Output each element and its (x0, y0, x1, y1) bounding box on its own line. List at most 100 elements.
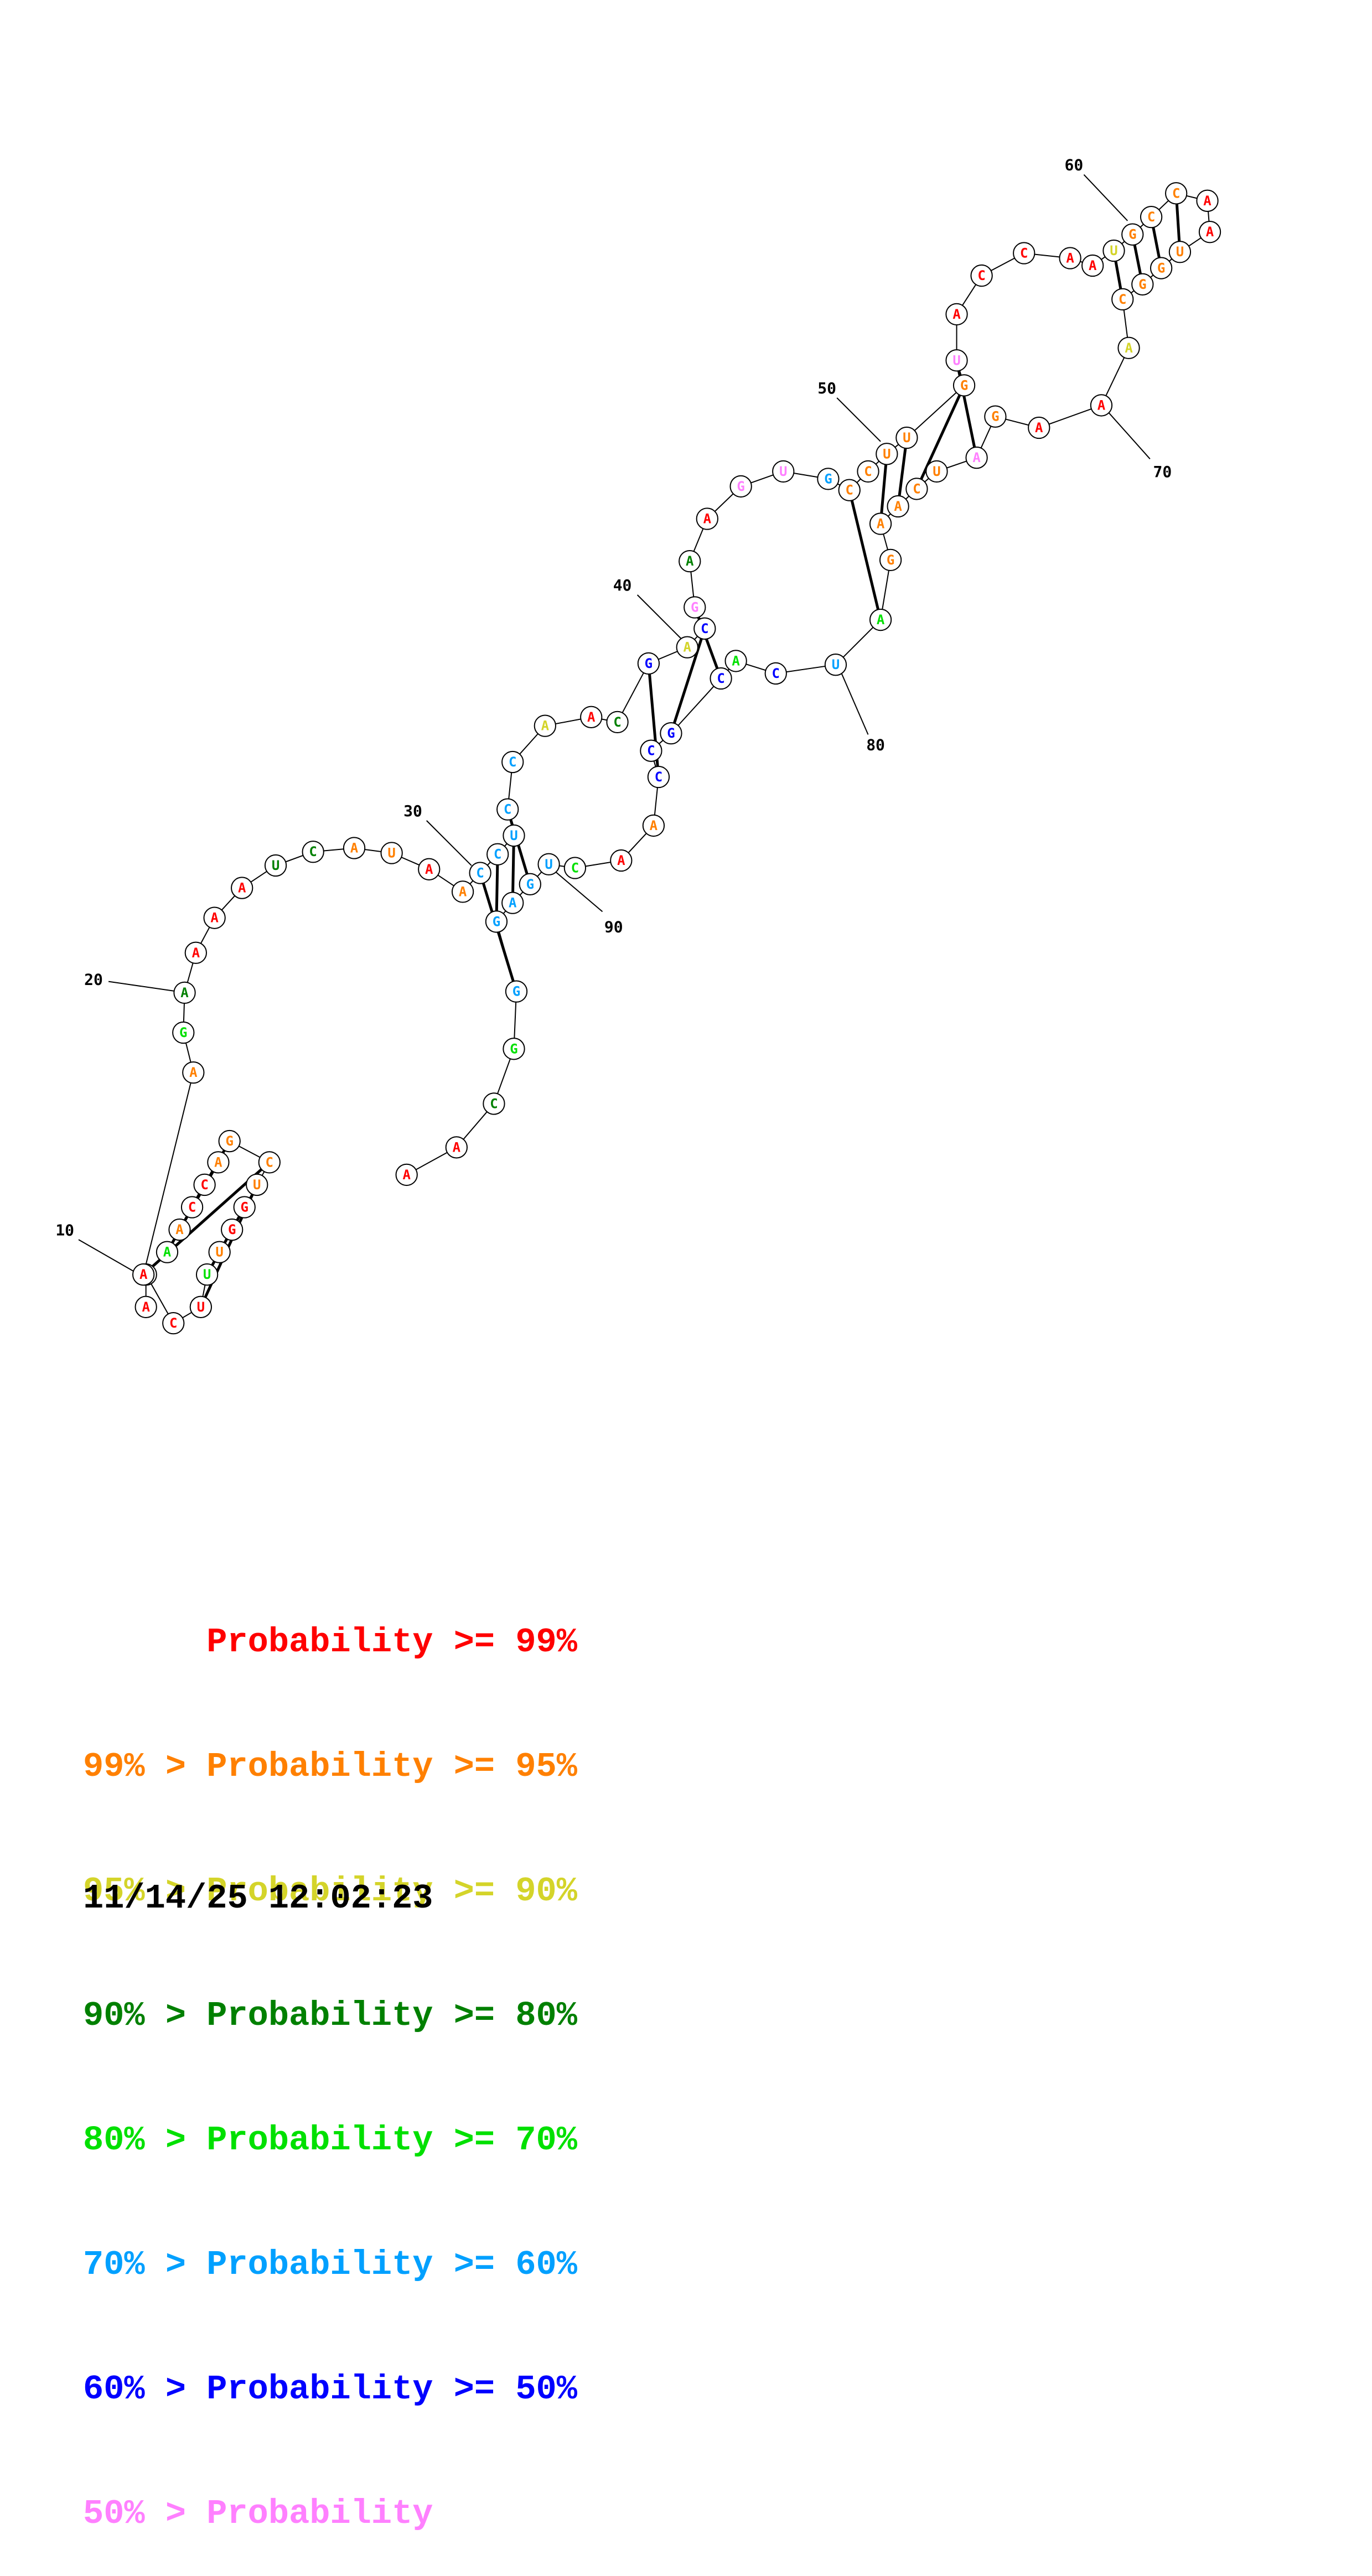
nucleotide-97: A (395, 1163, 418, 1186)
nucleotide-base-letter: C (494, 847, 501, 862)
nucleotide-58: U (1102, 239, 1125, 262)
nucleotide-circle (1168, 241, 1192, 263)
nucleotide-circle (660, 722, 682, 745)
nucleotide-10: C (258, 1151, 281, 1174)
nucleotide-89: U (537, 853, 560, 875)
nucleotide-circle (905, 478, 928, 500)
nucleotide-circle (258, 1151, 281, 1174)
nucleotide-base-letter: C (1147, 209, 1155, 225)
nucleotide-circle (952, 374, 976, 397)
nucleotide-3: C (162, 1312, 185, 1335)
base-pair-bond (506, 808, 532, 885)
nucleotide-27: U (380, 842, 403, 864)
nucleotide-base-letter: A (1066, 251, 1074, 266)
nucleotide-circle (869, 512, 892, 535)
nucleotide-base-letter: C (864, 464, 872, 479)
nucleotide-base-letter: A (1125, 340, 1133, 356)
nucleotide-base-letter: A (1206, 224, 1214, 240)
nucleotide-base-letter: G (179, 1025, 187, 1040)
nucleotide-base-letter: A (425, 862, 433, 877)
nucleotide-circle (193, 1173, 216, 1196)
nucleotide-circle (246, 1173, 268, 1196)
nucleotide-85: C (647, 765, 670, 789)
nucleotide-circle (970, 264, 993, 287)
nucleotide-base-letter: A (402, 1167, 411, 1183)
nucleotide-base-letter: C (200, 1177, 208, 1193)
nucleotide-circle (693, 617, 716, 640)
nucleotide-base-letter: G (1138, 277, 1146, 292)
nucleotide-base-letter: A (732, 653, 740, 668)
nucleotide-45: U (772, 460, 795, 483)
nucleotide-base-letter: G (240, 1200, 248, 1215)
position-number-30: 30 (403, 802, 422, 820)
nucleotide-base-letter: U (1176, 244, 1184, 260)
nucleotide-base-letter: C (571, 861, 579, 876)
nucleotide-base-letter: A (350, 840, 359, 856)
nucleotide-base-letter: U (215, 1245, 223, 1260)
nucleotide-circle (1013, 242, 1036, 265)
nucleotide-base-letter: A (175, 1222, 184, 1237)
base-pair-bond (879, 454, 888, 524)
nucleotide-base-letter: C (772, 666, 780, 681)
nucleotide-42: A (679, 550, 701, 573)
nucleotide-base-letter: U (510, 828, 517, 843)
nucleotide-circle (1117, 336, 1140, 359)
nucleotide-circle (647, 765, 670, 789)
nucleotide-7: G (221, 1218, 244, 1241)
nucleotide-circle (772, 460, 795, 483)
position-tick (108, 981, 178, 992)
nucleotide-68: A (1117, 336, 1140, 359)
nucleotide-86: A (642, 814, 665, 837)
nucleotide-circle (984, 405, 1007, 428)
nucleotide-circle (445, 1136, 468, 1159)
nucleotide-base-letter: C (490, 1096, 498, 1111)
nucleotide-base-letter: C (701, 621, 708, 636)
nucleotide-circle (1102, 239, 1125, 262)
nucleotide-base-letter: U (933, 464, 940, 479)
nucleotide-31: C (486, 843, 509, 865)
nucleotide-base-letter: U (1110, 243, 1117, 258)
legend-line-7: 60% > Probability >= 50% (83, 2370, 577, 2409)
nucleotide-41: G (684, 596, 706, 619)
nucleotide-91: A (501, 892, 524, 914)
nucleotide-54: C (970, 264, 993, 287)
nucleotide-base-letter: U (779, 464, 787, 479)
position-number-20: 20 (84, 970, 103, 988)
legend-line-6: 70% > Probability >= 60% (83, 2245, 577, 2284)
nucleotide-64: U (1168, 241, 1192, 263)
base-pair-bond (848, 490, 882, 620)
nucleotide-51: G (952, 374, 976, 397)
nucleotide-base-letter: G (645, 656, 653, 671)
nucleotide-circle (925, 460, 948, 483)
nucleotide-circle (1140, 205, 1163, 229)
nucleotide-base-letter: G (493, 914, 500, 929)
nucleotide-15: A (168, 1218, 191, 1241)
nucleotide-base-letter: A (1097, 397, 1106, 413)
nucleotide-circle (580, 706, 603, 728)
nucleotide-75: A (887, 495, 909, 518)
nucleotide-circle (945, 349, 968, 372)
nucleotide-circle (264, 854, 287, 877)
nucleotide-circle (684, 596, 706, 619)
nucleotide-72: A (965, 446, 988, 469)
nucleotide-circle (676, 636, 698, 659)
nucleotide-93: G (505, 980, 528, 1003)
nucleotide-base-letter: A (1035, 420, 1043, 436)
nucleotide-circle (134, 1295, 157, 1318)
nucleotide-82: C (710, 667, 732, 690)
nucleotide-base-letter: A (238, 880, 246, 896)
nucleotide-38: G (637, 652, 660, 675)
nucleotide-base-letter: G (960, 377, 968, 393)
nucleotide-circle (380, 842, 403, 864)
position-tick (836, 397, 881, 442)
nucleotide-48: C (857, 460, 879, 483)
nucleotide-circle (537, 853, 560, 875)
nucleotide-67: C (1111, 288, 1134, 311)
nucleotide-circle (1131, 273, 1154, 296)
nucleotide-94: G (503, 1038, 525, 1060)
nucleotide-84: C (640, 739, 662, 762)
nucleotide-circle (221, 1218, 244, 1241)
nucleotide-39: A (676, 636, 698, 659)
nucleotide-base-letter: C (845, 483, 853, 498)
